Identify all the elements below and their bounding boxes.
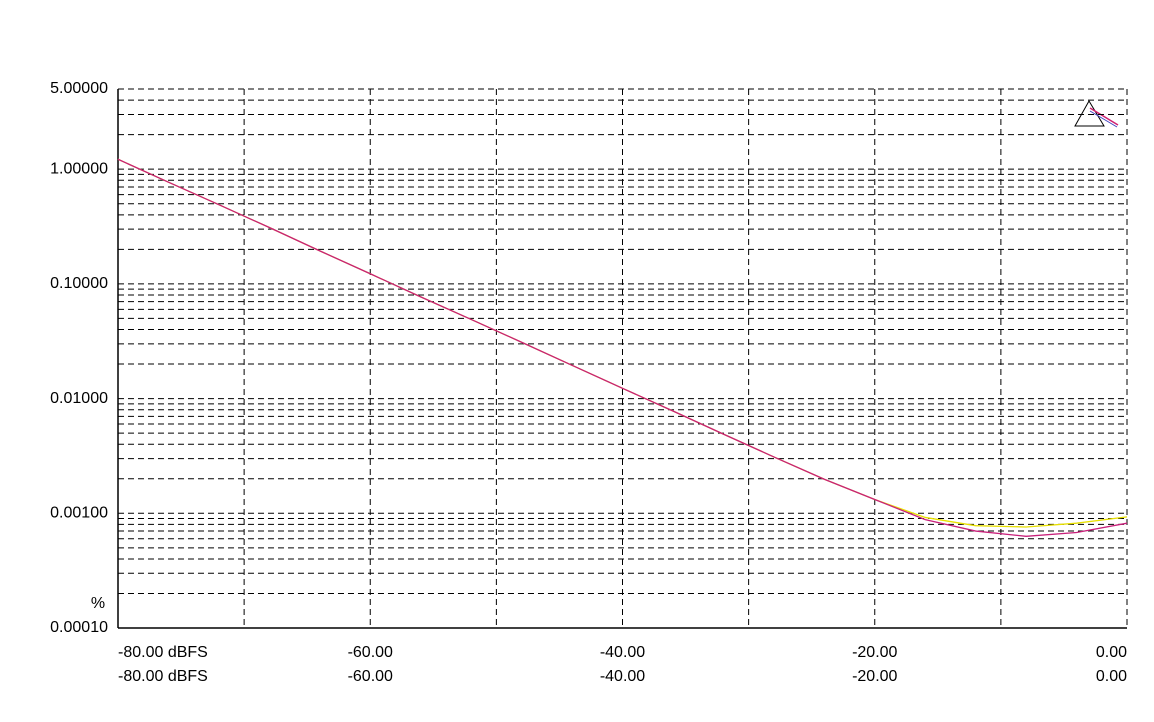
y-tick-label: 0.10000	[50, 275, 108, 292]
y-tick-label: 1.00000	[50, 160, 108, 177]
y-tick-label: 5.00000	[50, 80, 108, 97]
x-tick-label: -60.00	[348, 644, 393, 661]
x-tick-label: -80.00 dBFS	[118, 644, 208, 661]
y-unit: %	[91, 595, 105, 612]
y-tick-label: 0.01000	[50, 390, 108, 407]
x-tick-label: 0.00	[1096, 668, 1127, 685]
cursor-icon	[1074, 100, 1119, 128]
x-tick-label: -40.00	[600, 644, 645, 661]
x-tick-label: -20.00	[852, 644, 897, 661]
x-tick-label: 0.00	[1096, 644, 1127, 661]
x-tick-label: -20.00	[852, 668, 897, 685]
data-line	[117, 158, 1128, 537]
x-tick-label: -40.00	[600, 668, 645, 685]
y-tick-label: 0.00010	[50, 619, 108, 636]
x-tick-label: -80.00 dBFS	[118, 668, 208, 685]
x-tick-label: -60.00	[348, 668, 393, 685]
y-tick-label: 0.00100	[50, 505, 108, 522]
